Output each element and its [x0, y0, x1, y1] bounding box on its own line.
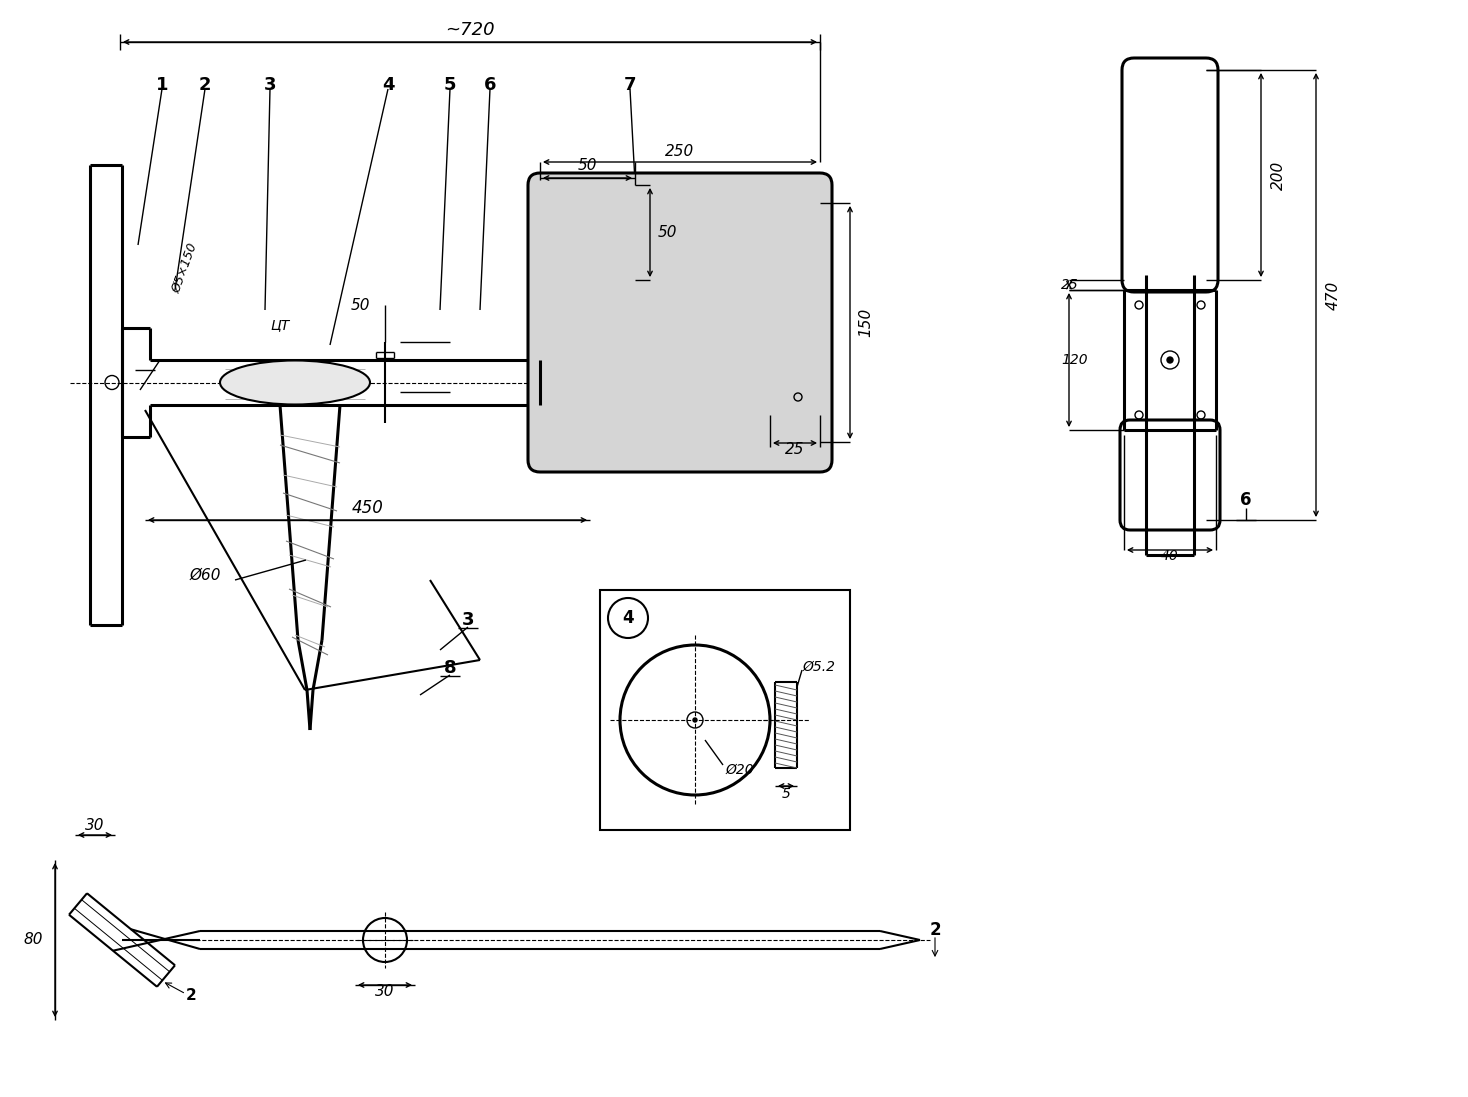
Text: 2: 2 — [198, 76, 211, 94]
Text: 50: 50 — [578, 158, 597, 173]
Text: 80: 80 — [23, 932, 43, 948]
Text: 4: 4 — [382, 76, 395, 94]
Text: 25: 25 — [785, 442, 804, 457]
Text: 30: 30 — [376, 984, 395, 999]
Text: 3: 3 — [264, 76, 276, 94]
Text: 3: 3 — [462, 611, 474, 629]
Text: 6: 6 — [1240, 491, 1252, 509]
Text: 120: 120 — [1061, 353, 1088, 367]
Text: 2: 2 — [929, 921, 941, 939]
Text: Ø5.2: Ø5.2 — [802, 660, 835, 674]
Text: Ø20: Ø20 — [725, 764, 753, 777]
Text: 50: 50 — [658, 225, 678, 240]
Text: 450: 450 — [351, 499, 383, 517]
Circle shape — [693, 719, 697, 722]
FancyBboxPatch shape — [528, 173, 832, 472]
Text: 6: 6 — [484, 76, 496, 94]
Text: Ø60: Ø60 — [189, 567, 222, 583]
Ellipse shape — [220, 361, 370, 405]
Text: 470: 470 — [1326, 281, 1340, 309]
Text: Ø5×150: Ø5×150 — [170, 241, 200, 295]
Circle shape — [1167, 357, 1173, 363]
Text: 2: 2 — [185, 988, 197, 1004]
Text: 30: 30 — [85, 817, 104, 833]
Text: ~720: ~720 — [445, 21, 495, 39]
Text: 4: 4 — [622, 609, 634, 627]
Bar — [600, 590, 850, 830]
Text: 7: 7 — [624, 76, 636, 94]
Text: 5: 5 — [781, 787, 790, 801]
Text: ЦТ: ЦТ — [270, 318, 289, 332]
Text: 8: 8 — [443, 659, 457, 677]
Text: 50: 50 — [351, 297, 370, 313]
Text: 25: 25 — [1061, 278, 1079, 292]
Text: 1: 1 — [156, 76, 169, 94]
Text: 5: 5 — [443, 76, 457, 94]
Text: 200: 200 — [1271, 160, 1286, 190]
Text: 250: 250 — [665, 145, 694, 159]
Text: 40: 40 — [1161, 548, 1179, 563]
Text: 150: 150 — [857, 308, 873, 337]
